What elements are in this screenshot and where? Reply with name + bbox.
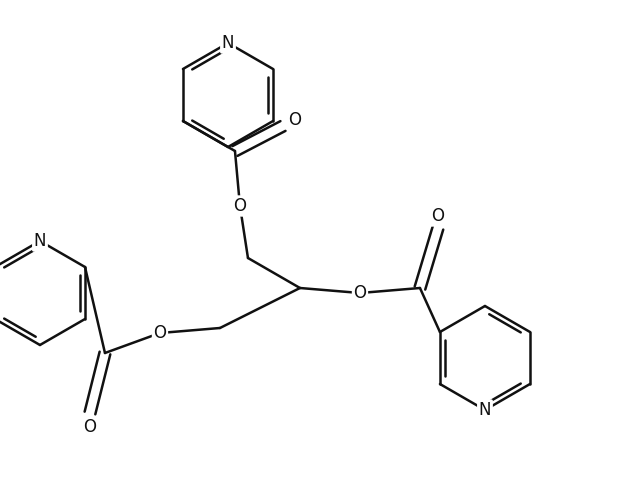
Text: N: N bbox=[221, 34, 234, 52]
Text: O: O bbox=[289, 111, 301, 129]
Text: O: O bbox=[234, 197, 246, 215]
Text: N: N bbox=[34, 232, 46, 250]
Text: O: O bbox=[83, 418, 97, 436]
Text: O: O bbox=[154, 324, 166, 342]
Text: O: O bbox=[353, 284, 367, 302]
Text: N: N bbox=[479, 401, 492, 419]
Text: O: O bbox=[431, 207, 444, 225]
